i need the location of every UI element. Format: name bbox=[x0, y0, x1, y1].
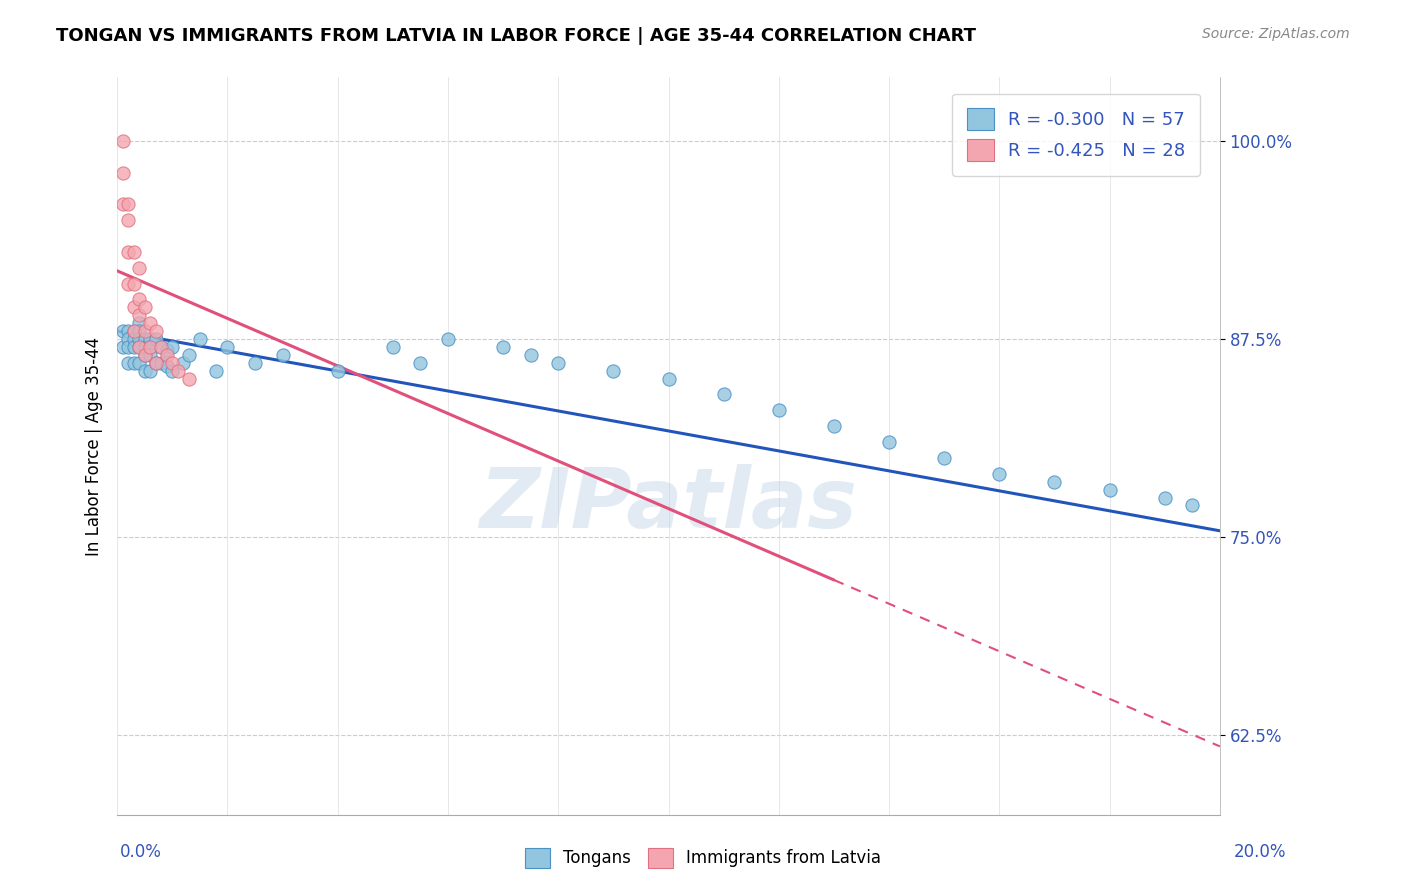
Point bbox=[1181, 499, 1204, 513]
Point bbox=[988, 467, 1011, 481]
Point bbox=[111, 340, 134, 354]
Point bbox=[381, 340, 404, 354]
Point bbox=[111, 324, 134, 338]
Legend: Tongans, Immigrants from Latvia: Tongans, Immigrants from Latvia bbox=[519, 841, 887, 875]
Point bbox=[243, 356, 266, 370]
Point bbox=[547, 356, 569, 370]
Point bbox=[156, 343, 179, 357]
Point bbox=[139, 340, 162, 354]
Point bbox=[117, 213, 139, 227]
Point bbox=[1043, 475, 1066, 489]
Point bbox=[117, 340, 139, 354]
Point bbox=[122, 324, 145, 338]
Point bbox=[128, 356, 150, 370]
Point bbox=[166, 364, 188, 378]
Point bbox=[437, 332, 460, 346]
Point bbox=[156, 359, 179, 373]
Point bbox=[519, 348, 541, 362]
Point bbox=[768, 403, 790, 417]
Point bbox=[145, 332, 167, 346]
Point bbox=[134, 348, 156, 362]
Text: TONGAN VS IMMIGRANTS FROM LATVIA IN LABOR FORCE | AGE 35-44 CORRELATION CHART: TONGAN VS IMMIGRANTS FROM LATVIA IN LABO… bbox=[56, 27, 976, 45]
Point bbox=[117, 324, 139, 338]
Point bbox=[145, 356, 167, 370]
Point bbox=[162, 356, 184, 370]
Point bbox=[409, 356, 432, 370]
Point bbox=[177, 348, 200, 362]
Point bbox=[134, 332, 156, 346]
Point bbox=[122, 356, 145, 370]
Y-axis label: In Labor Force | Age 35-44: In Labor Force | Age 35-44 bbox=[86, 336, 103, 556]
Point bbox=[134, 364, 156, 378]
Point bbox=[139, 348, 162, 362]
Point bbox=[150, 356, 173, 370]
Text: Source: ZipAtlas.com: Source: ZipAtlas.com bbox=[1202, 27, 1350, 41]
Point bbox=[111, 165, 134, 179]
Point bbox=[205, 364, 228, 378]
Point bbox=[217, 340, 239, 354]
Point bbox=[162, 364, 184, 378]
Text: 20.0%: 20.0% bbox=[1234, 843, 1286, 861]
Point bbox=[823, 419, 845, 434]
Point bbox=[713, 387, 735, 401]
Point bbox=[139, 364, 162, 378]
Point bbox=[156, 348, 179, 362]
Point bbox=[145, 356, 167, 370]
Point bbox=[128, 340, 150, 354]
Text: 0.0%: 0.0% bbox=[120, 843, 162, 861]
Point bbox=[877, 435, 900, 450]
Point bbox=[602, 364, 624, 378]
Point bbox=[1098, 483, 1121, 497]
Point bbox=[128, 260, 150, 275]
Point bbox=[188, 332, 211, 346]
Point bbox=[177, 371, 200, 385]
Point bbox=[117, 197, 139, 211]
Point bbox=[122, 244, 145, 259]
Point bbox=[128, 340, 150, 354]
Legend: R = -0.300   N = 57, R = -0.425   N = 28: R = -0.300 N = 57, R = -0.425 N = 28 bbox=[952, 94, 1199, 176]
Point bbox=[492, 340, 515, 354]
Point bbox=[145, 324, 167, 338]
Point bbox=[139, 332, 162, 346]
Point bbox=[128, 293, 150, 307]
Point bbox=[326, 364, 349, 378]
Point bbox=[823, 823, 845, 838]
Point bbox=[111, 134, 134, 148]
Point bbox=[122, 332, 145, 346]
Point bbox=[1153, 491, 1175, 505]
Point bbox=[139, 316, 162, 330]
Point bbox=[139, 340, 162, 354]
Point bbox=[111, 197, 134, 211]
Point bbox=[134, 324, 156, 338]
Point bbox=[117, 277, 139, 291]
Point bbox=[128, 316, 150, 330]
Text: ZIPatlas: ZIPatlas bbox=[479, 465, 858, 546]
Point bbox=[150, 340, 173, 354]
Point bbox=[122, 277, 145, 291]
Point bbox=[117, 356, 139, 370]
Point bbox=[271, 348, 294, 362]
Point bbox=[162, 340, 184, 354]
Point bbox=[128, 308, 150, 322]
Point bbox=[134, 340, 156, 354]
Point bbox=[657, 371, 679, 385]
Point bbox=[134, 301, 156, 315]
Point bbox=[122, 324, 145, 338]
Point bbox=[128, 332, 150, 346]
Point bbox=[934, 450, 956, 465]
Point bbox=[117, 332, 139, 346]
Point bbox=[122, 301, 145, 315]
Point bbox=[122, 340, 145, 354]
Point bbox=[117, 244, 139, 259]
Point bbox=[128, 324, 150, 338]
Point bbox=[172, 356, 194, 370]
Point bbox=[150, 340, 173, 354]
Point bbox=[134, 348, 156, 362]
